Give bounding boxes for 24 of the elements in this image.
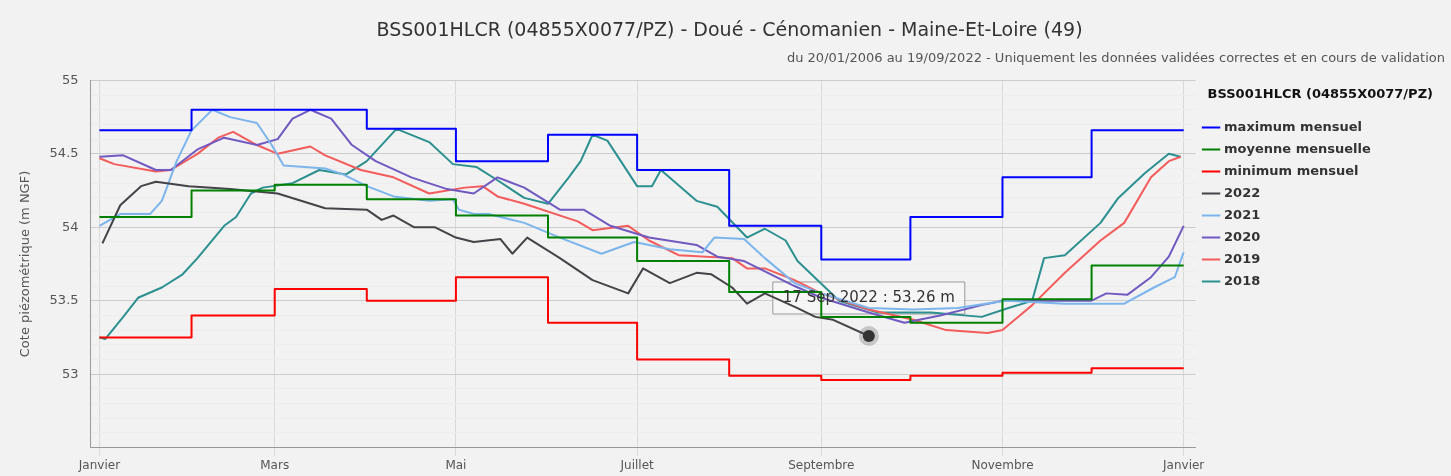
y-tick-label: 53.5 — [49, 292, 79, 308]
legend-label: 2018 — [1224, 272, 1261, 288]
legend-label: 2019 — [1224, 250, 1261, 266]
x-tick-label: Janvier — [1162, 457, 1205, 472]
chart-subtitle: du 20/01/2006 au 19/09/2022 - Uniquement les données validées correctes et en cours de validation — [786, 49, 1445, 65]
x-tick-label: Novembre — [971, 457, 1034, 472]
legend-label: moyenne mensuelle — [1224, 140, 1372, 156]
legend-label: 2021 — [1224, 206, 1261, 222]
x-tick-label: Janvier — [77, 457, 121, 472]
legend-title: BSS001HLCR (04855X0077/PZ) — [1207, 86, 1433, 102]
legend-label: minimum mensuel — [1224, 162, 1359, 178]
y-tick-label: 53 — [62, 365, 79, 381]
legend-label: 2020 — [1224, 228, 1261, 244]
x-tick-label: Septembre — [788, 457, 855, 472]
x-tick-label: Mars — [260, 457, 290, 472]
x-tick-label: Juillet — [619, 457, 655, 472]
y-tick-label: 54 — [62, 218, 79, 234]
y-tick-label: 55 — [62, 71, 79, 87]
chart-title: BSS001HLCR (04855X0077/PZ) - Doué - Cénomanien - Maine-Et-Loire (49) — [376, 18, 1083, 41]
y-axis-title: Cote piézométrique (m NGF) — [17, 170, 33, 358]
legend-label: maximum mensuel — [1224, 118, 1362, 134]
legend-label: 2022 — [1224, 184, 1261, 200]
x-tick-label: Mai — [445, 457, 467, 472]
y-tick-label: 54.5 — [49, 145, 79, 161]
